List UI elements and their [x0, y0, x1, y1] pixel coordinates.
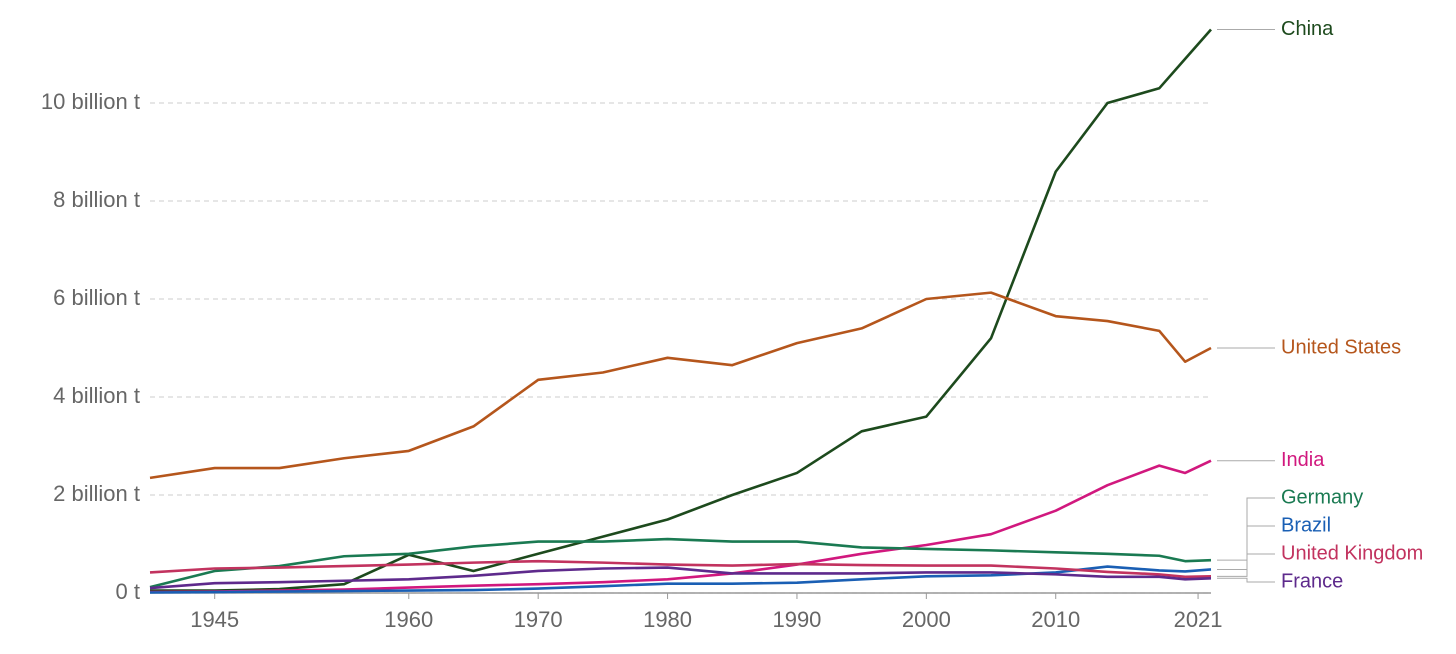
- x-tick-label: 2010: [1031, 607, 1080, 632]
- series-label: United Kingdom: [1281, 542, 1423, 564]
- series-line: [149, 537, 1212, 589]
- y-tick-label: 4 billion t: [53, 383, 140, 408]
- series-label: China: [1281, 18, 1334, 40]
- y-tick-label: 2 billion t: [53, 481, 140, 506]
- series-line: [149, 559, 1212, 579]
- series-label: Brazil: [1281, 514, 1331, 536]
- y-tick-label: 8 billion t: [53, 187, 140, 212]
- x-tick-label: 2000: [902, 607, 951, 632]
- label-leader: [1217, 497, 1275, 561]
- x-tick-label: 1970: [514, 607, 563, 632]
- series-line: [149, 566, 1212, 590]
- series-label: France: [1281, 570, 1343, 592]
- series-label: United States: [1281, 336, 1401, 358]
- y-tick-label: 6 billion t: [53, 285, 140, 310]
- series-line: [149, 565, 1212, 594]
- x-tick-label: 1980: [643, 607, 692, 632]
- label-leader: [1217, 577, 1275, 583]
- label-leader: [1217, 525, 1275, 570]
- x-tick-label: 1990: [772, 607, 821, 632]
- series-line: [150, 28, 1212, 592]
- series-label: Germany: [1281, 486, 1363, 508]
- series-line: [149, 291, 1212, 480]
- y-tick-label: 10 billion t: [41, 89, 140, 114]
- series-label: India: [1281, 449, 1325, 471]
- label-leader: [1217, 553, 1275, 577]
- y-tick-label: 0 t: [116, 579, 140, 604]
- x-tick-label: 2021: [1174, 607, 1223, 632]
- x-tick-label: 1960: [384, 607, 433, 632]
- x-tick-label: 1945: [190, 607, 239, 632]
